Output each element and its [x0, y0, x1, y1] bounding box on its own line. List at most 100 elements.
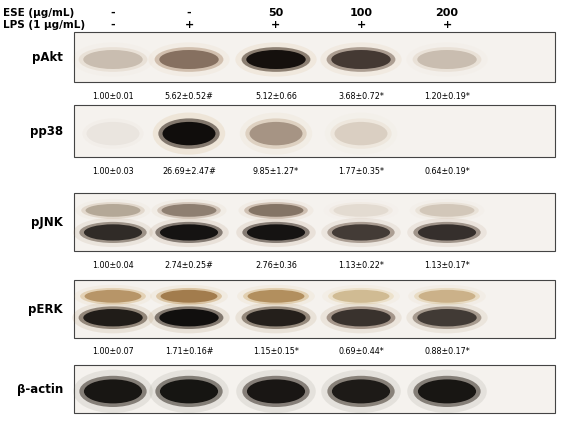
- Text: 1.13±0.17*: 1.13±0.17*: [424, 261, 470, 269]
- Ellipse shape: [418, 224, 476, 241]
- Text: 9.85±1.27*: 9.85±1.27*: [253, 167, 299, 176]
- Text: +: +: [184, 20, 193, 30]
- Ellipse shape: [162, 204, 217, 217]
- Text: 200: 200: [435, 8, 459, 18]
- Ellipse shape: [236, 218, 316, 247]
- Ellipse shape: [153, 113, 225, 155]
- Ellipse shape: [159, 50, 219, 69]
- Ellipse shape: [246, 119, 307, 149]
- Ellipse shape: [243, 288, 309, 305]
- Text: 0.64±0.19*: 0.64±0.19*: [424, 167, 470, 176]
- Text: 2.76±0.36: 2.76±0.36: [255, 261, 297, 269]
- Bar: [74, 193, 555, 251]
- Ellipse shape: [248, 290, 304, 303]
- Text: β-actin: β-actin: [17, 382, 63, 396]
- Ellipse shape: [155, 306, 223, 329]
- Text: 1.71±0.16#: 1.71±0.16#: [165, 348, 213, 357]
- Ellipse shape: [322, 285, 400, 308]
- Ellipse shape: [157, 202, 221, 219]
- Ellipse shape: [249, 122, 302, 145]
- Ellipse shape: [246, 50, 306, 69]
- Ellipse shape: [84, 290, 141, 303]
- Ellipse shape: [331, 50, 391, 69]
- Ellipse shape: [413, 376, 481, 407]
- Text: 1.00±0.07: 1.00±0.07: [92, 348, 134, 357]
- Text: 100: 100: [349, 8, 373, 18]
- Ellipse shape: [84, 224, 142, 241]
- Ellipse shape: [155, 222, 223, 243]
- Ellipse shape: [331, 309, 391, 326]
- Ellipse shape: [335, 122, 387, 145]
- Ellipse shape: [158, 119, 219, 149]
- Ellipse shape: [79, 306, 147, 329]
- Text: 0.69±0.44*: 0.69±0.44*: [338, 348, 384, 357]
- Text: pERK: pERK: [28, 303, 63, 315]
- Text: +: +: [442, 20, 452, 30]
- Ellipse shape: [417, 50, 477, 69]
- Ellipse shape: [159, 309, 219, 326]
- Ellipse shape: [239, 199, 314, 222]
- Text: pp38: pp38: [30, 125, 63, 138]
- Bar: [74, 365, 555, 413]
- Ellipse shape: [329, 202, 393, 219]
- Ellipse shape: [160, 380, 218, 403]
- Ellipse shape: [151, 199, 227, 222]
- Text: 0.88±0.17*: 0.88±0.17*: [424, 348, 470, 357]
- Text: 5.12±0.66: 5.12±0.66: [255, 91, 297, 100]
- Ellipse shape: [420, 204, 475, 217]
- Ellipse shape: [247, 224, 305, 241]
- Text: ESE (μg/mL): ESE (μg/mL): [3, 8, 74, 18]
- Ellipse shape: [413, 222, 481, 243]
- Ellipse shape: [332, 224, 390, 241]
- Ellipse shape: [320, 42, 401, 76]
- Ellipse shape: [242, 376, 310, 407]
- Ellipse shape: [149, 42, 230, 76]
- Ellipse shape: [333, 290, 390, 303]
- Ellipse shape: [414, 288, 480, 305]
- Ellipse shape: [236, 370, 316, 413]
- Ellipse shape: [79, 376, 147, 407]
- Ellipse shape: [328, 288, 394, 305]
- Ellipse shape: [83, 309, 143, 326]
- Ellipse shape: [160, 290, 217, 303]
- Text: 1.00±0.03: 1.00±0.03: [92, 167, 134, 176]
- Ellipse shape: [242, 306, 310, 329]
- Ellipse shape: [246, 309, 306, 326]
- Ellipse shape: [235, 302, 316, 333]
- Text: 1.77±0.35*: 1.77±0.35*: [338, 167, 384, 176]
- Ellipse shape: [80, 288, 146, 305]
- Ellipse shape: [73, 302, 154, 333]
- Ellipse shape: [415, 202, 479, 219]
- Ellipse shape: [86, 204, 141, 217]
- Ellipse shape: [240, 113, 312, 155]
- Ellipse shape: [332, 380, 390, 403]
- Ellipse shape: [407, 370, 487, 413]
- Text: pJNK: pJNK: [31, 215, 63, 229]
- Ellipse shape: [73, 370, 153, 413]
- Ellipse shape: [248, 204, 303, 217]
- Ellipse shape: [408, 285, 486, 308]
- Text: pAkt: pAkt: [32, 51, 63, 63]
- Ellipse shape: [237, 285, 315, 308]
- Text: LPS (1 μg/mL): LPS (1 μg/mL): [3, 20, 85, 30]
- Ellipse shape: [155, 376, 223, 407]
- Text: -: -: [111, 20, 115, 30]
- Ellipse shape: [235, 42, 316, 76]
- Text: 1.00±0.04: 1.00±0.04: [92, 261, 134, 269]
- Text: +: +: [357, 20, 366, 30]
- Bar: [74, 105, 555, 157]
- Ellipse shape: [327, 47, 395, 72]
- Text: 1.13±0.22*: 1.13±0.22*: [338, 261, 384, 269]
- Text: +: +: [272, 20, 281, 30]
- Ellipse shape: [407, 302, 488, 333]
- Ellipse shape: [417, 309, 477, 326]
- Ellipse shape: [242, 222, 310, 243]
- Ellipse shape: [155, 47, 223, 72]
- Text: 50: 50: [268, 8, 284, 18]
- Bar: [74, 280, 555, 338]
- Ellipse shape: [327, 222, 395, 243]
- Text: 1.15±0.15*: 1.15±0.15*: [253, 348, 299, 357]
- Ellipse shape: [331, 119, 392, 149]
- Ellipse shape: [149, 218, 229, 247]
- Ellipse shape: [74, 285, 152, 308]
